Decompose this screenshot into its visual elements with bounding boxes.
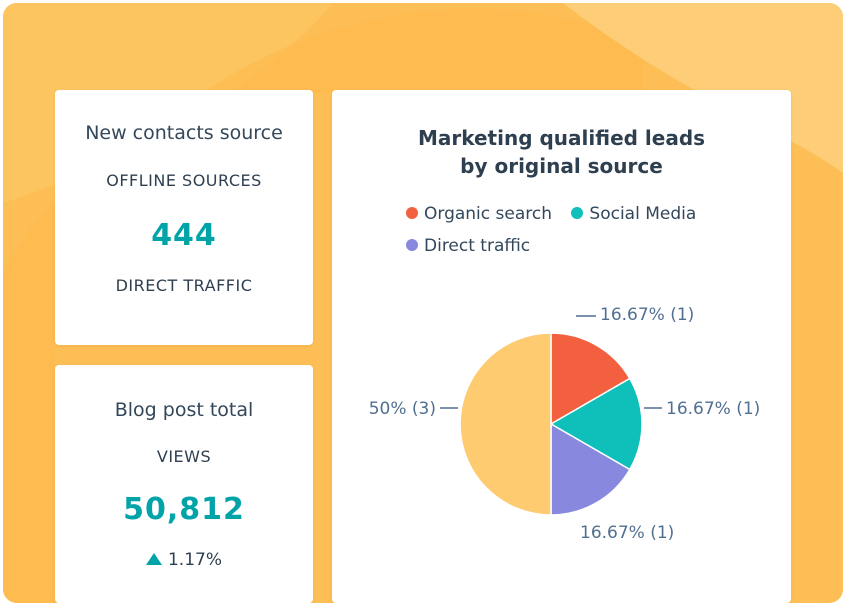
pie-data-label: 16.67% (1) [600, 305, 694, 325]
pie-slice[interactable] [459, 332, 552, 516]
views-value: 50,812 [123, 492, 245, 527]
legend-item-direct-traffic[interactable]: Direct traffic [406, 236, 530, 256]
offline-sources-label: OFFLINE SOURCES [106, 171, 262, 190]
legend-dot [571, 207, 584, 219]
triangle-up-icon [145, 553, 162, 565]
contacts-value: 444 [151, 218, 217, 253]
new-contacts-card: New contacts source OFFLINE SOURCES 444 … [55, 90, 313, 345]
chart-title: Marketing qualified leads by original so… [417, 126, 706, 178]
legend-label: Organic search [424, 204, 552, 224]
mql-chart-card: Marketing qualified leads by original so… [332, 90, 791, 603]
direct-traffic-label: DIRECT TRAFFIC [115, 276, 253, 295]
legend-dot [406, 207, 418, 219]
chart-legend: Organic search Social Media Direct traff… [406, 204, 746, 268]
pie-slice[interactable] [549, 377, 643, 471]
blog-post-card: Blog post total VIEWS 50,812 1.17% [55, 365, 313, 603]
pie-slice[interactable] [550, 422, 631, 516]
pie-data-label: 16.67% (1) [580, 523, 674, 543]
change-value: 1.17% [167, 550, 222, 570]
legend-label: Direct traffic [424, 236, 531, 256]
card-title: New contacts source [85, 122, 283, 144]
legend-dot [406, 239, 418, 251]
pie-data-label: 50% (3) [369, 399, 436, 419]
pie-slice[interactable] [550, 332, 631, 426]
change-indicator: 1.17% [55, 550, 313, 570]
legend-item-social-media[interactable]: Social Media [571, 204, 696, 224]
pie-chart: 16.67% (1) 16.67% (1) 16.67% (1) 50% (3) [369, 305, 761, 543]
views-label: VIEWS [156, 447, 212, 466]
legend-item-organic-search[interactable]: Organic search [406, 204, 552, 224]
legend-label: Social Media [589, 204, 697, 224]
pie-data-label: 16.67% (1) [666, 399, 760, 419]
dashboard-frame: New contacts source OFFLINE SOURCES 444 … [3, 3, 843, 603]
card-title: Blog post total [114, 399, 254, 421]
